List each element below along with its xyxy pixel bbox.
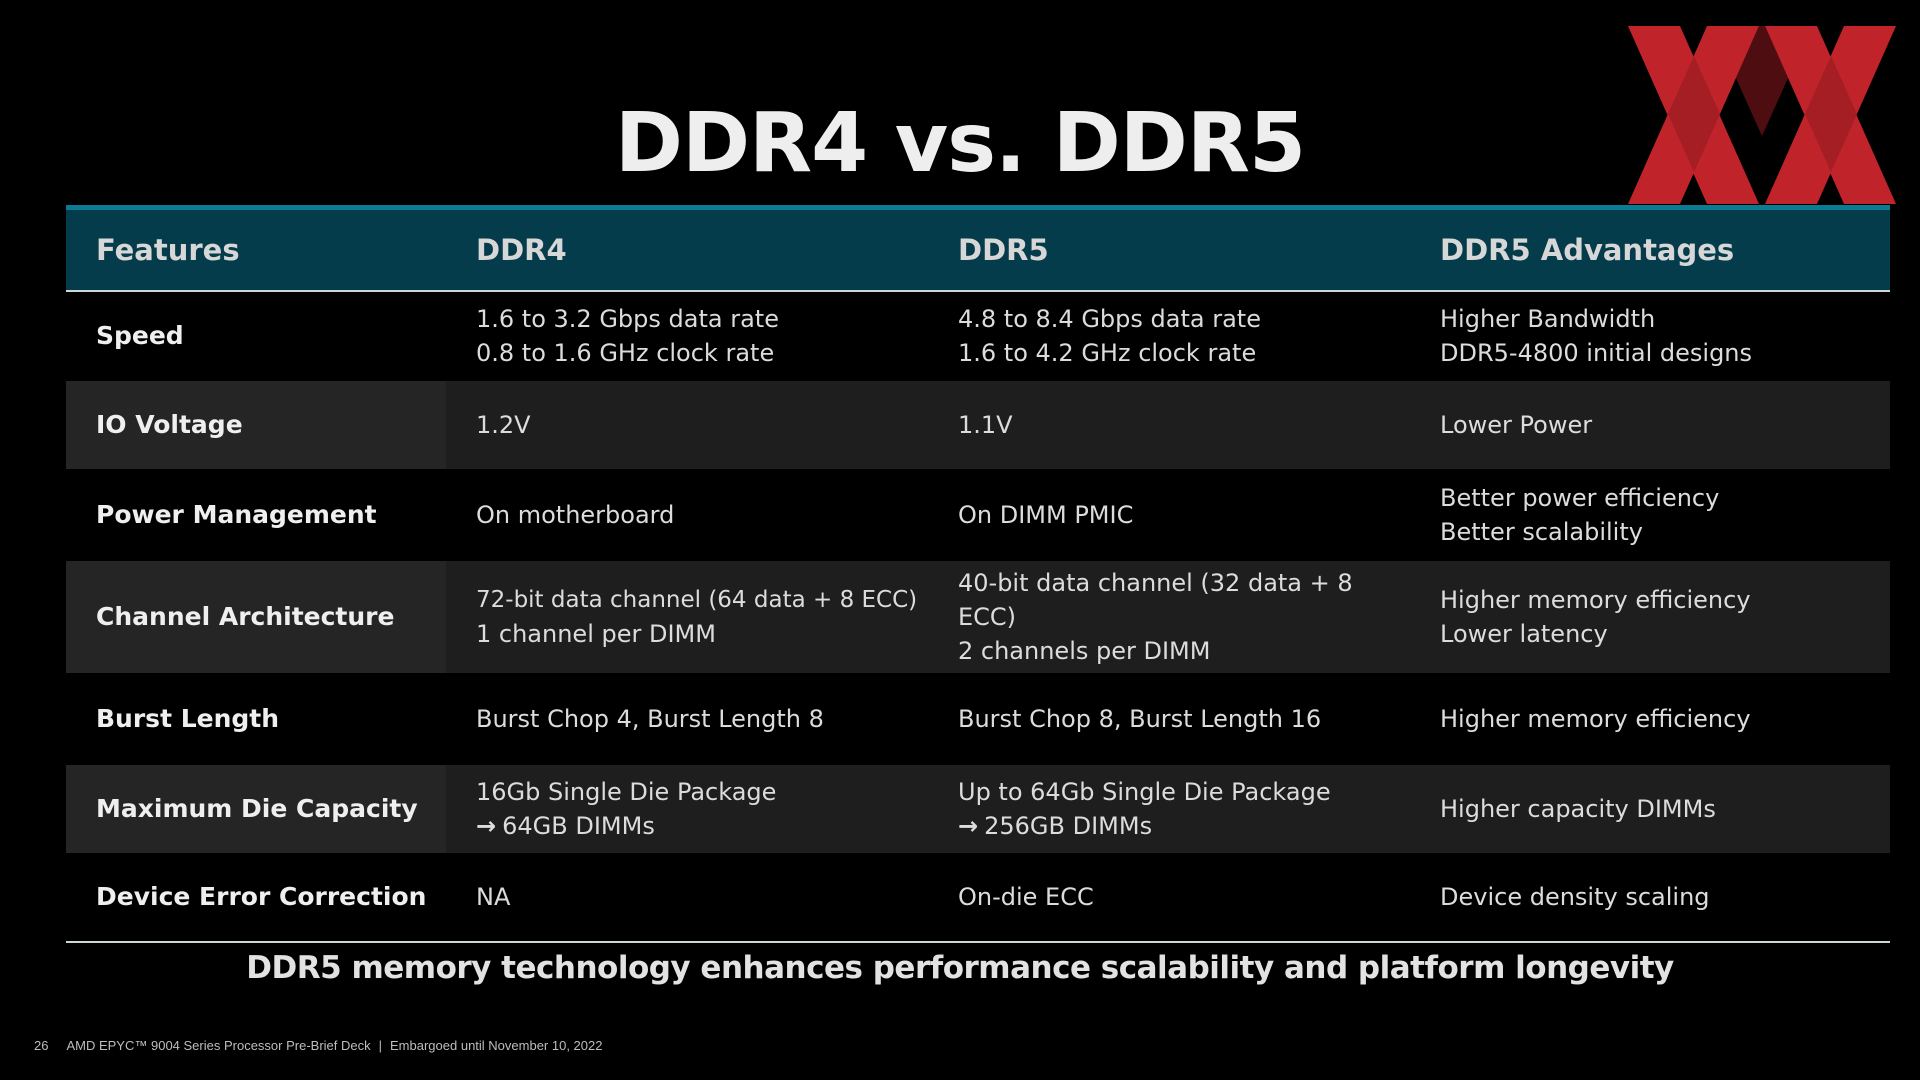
right-arrow-icon: → [476,811,497,840]
ddr5-cell: On DIMM PMIC [928,469,1410,561]
header-ddr4: DDR4 [446,207,928,292]
ddr4-cell: On motherboard [446,469,928,561]
page-number: 26 [34,1038,49,1053]
advantage-cell: Higher memory efficiency [1410,673,1890,765]
ddr5-cell: 40-bit data channel (32 data + 8 ECC) 2 … [928,561,1410,673]
ddr4-cell: 72-bit data channel (64 data + 8 ECC) 1 … [446,561,928,673]
feature-label: Power Management [96,499,377,529]
cell-line: Better power efficiency [1440,483,1720,512]
cell-line: Higher memory efficiency [1440,585,1751,614]
cell-line: → 64GB DIMMs [476,809,928,843]
cell-line: DDR5-4800 initial designs [1440,339,1753,367]
header-ddr5-advantages: DDR5 Advantages [1410,207,1890,292]
table-row: Power Management On motherboard On DIMM … [66,468,1890,561]
cell-line: Higher capacity DIMMs [1440,794,1716,823]
table-row: Speed 1.6 to 3.2 Gbps data rate 0.8 to 1… [66,290,1890,381]
feature-label: Burst Length [96,703,280,733]
feature-label: Speed [96,321,184,350]
advantage-cell: Higher capacity DIMMs [1410,765,1890,853]
cell-line: Burst Chop 8, Burst Length 16 [958,704,1322,733]
double-x-logo-icon [1628,26,1896,204]
table-header-row: Features DDR4 DDR5 DDR5 Advantages [66,207,1890,292]
ddr5-cell: 4.8 to 8.4 Gbps data rate 1.6 to 4.2 GHz… [928,291,1410,381]
cell-line-text: 256GB DIMMs [984,811,1153,840]
cell-line: 1.6 to 3.2 Gbps data rate [476,305,779,333]
right-arrow-icon: → [958,811,979,840]
table-row: IO Voltage 1.2V 1.1V Lower Power [66,380,1890,469]
cell-line: 0.8 to 1.6 GHz clock rate [476,339,775,367]
table-row: Device Error Correction NA On-die ECC De… [66,852,1890,943]
table-row: Burst Length Burst Chop 4, Burst Length … [66,672,1890,765]
ddr-comparison-table: Features DDR4 DDR5 DDR5 Advantages Speed… [66,205,1890,943]
cell-line: 2 channels per DIMM [958,636,1211,665]
cell-line: Higher Bandwidth [1440,305,1656,333]
cell-line: 1.2V [476,410,531,439]
cell-line: 40-bit data channel (32 data + 8 ECC) [958,568,1353,631]
header-ddr5: DDR5 [928,207,1410,292]
advantage-cell: Higher memory efficiency Lower latency [1410,561,1890,673]
advantage-cell: Lower Power [1410,381,1890,469]
feature-label: IO Voltage [66,380,446,469]
header-features: Features [66,207,446,292]
ddr5-cell: Up to 64Gb Single Die Package → 256GB DIM… [928,765,1410,853]
cell-line: 1 channel per DIMM [476,619,716,648]
ddr4-cell: 1.2V [446,381,928,469]
cell-line: Better scalability [1440,517,1643,546]
cell-line: 1.6 to 4.2 GHz clock rate [958,339,1257,367]
ddr4-cell: Burst Chop 4, Burst Length 8 [446,673,928,765]
table-row: Maximum Die Capacity 16Gb Single Die Pac… [66,764,1890,853]
cell-line: Burst Chop 4, Burst Length 8 [476,704,824,733]
ddr5-cell: 1.1V [928,381,1410,469]
cell-line: Device density scaling [1440,882,1710,911]
cell-line: NA [476,882,511,911]
ddr5-cell: On-die ECC [928,852,1410,943]
cell-line: Higher memory efficiency [1440,704,1751,733]
ddr4-cell: NA [446,852,928,943]
slide-footer: 26 AMD EPYC™ 9004 Series Processor Pre-Br… [34,1038,620,1053]
cell-line: 4.8 to 8.4 Gbps data rate [958,305,1261,333]
footer-separator: | [378,1038,383,1053]
cell-line: On-die ECC [958,882,1094,911]
feature-label: Device Error Correction [66,852,446,943]
cell-line: Up to 64Gb Single Die Package [958,777,1331,806]
embargo-notice: Embargoed until November 10, 2022 [390,1038,603,1053]
comparison-table-container: Features DDR4 DDR5 DDR5 Advantages Speed… [66,205,1890,943]
deck-title: AMD EPYC™ 9004 Series Processor Pre-Brie… [66,1038,371,1053]
cell-line: 16Gb Single Die Package [476,777,777,806]
feature-label: Channel Architecture [66,560,446,673]
ddr4-cell: 16Gb Single Die Package → 64GB DIMMs [446,765,928,853]
feature-label: Maximum Die Capacity [66,764,446,853]
cell-line: Lower latency [1440,619,1608,648]
cell-line: → 256GB DIMMs [958,809,1410,843]
cell-line: 1.1V [958,410,1013,439]
ddr4-cell: 1.6 to 3.2 Gbps data rate 0.8 to 1.6 GHz… [446,291,928,381]
advantage-cell: Device density scaling [1410,852,1890,943]
cell-line: Lower Power [1440,410,1593,439]
table-row: Channel Architecture 72-bit data channel… [66,560,1890,673]
slide-tagline: DDR5 memory technology enhances performa… [246,950,1674,986]
slide-title: DDR4 vs. DDR5 [614,96,1306,191]
cell-line: On DIMM PMIC [958,500,1134,529]
advantage-cell: Higher Bandwidth DDR5-4800 initial desig… [1410,291,1890,381]
ddr5-cell: Burst Chop 8, Burst Length 16 [928,673,1410,765]
advantage-cell: Better power efficiency Better scalabili… [1410,469,1890,561]
cell-line: 72-bit data channel (64 data + 8 ECC) [476,586,918,613]
cell-line-text: 64GB DIMMs [502,811,655,840]
cell-line: On motherboard [476,500,675,529]
